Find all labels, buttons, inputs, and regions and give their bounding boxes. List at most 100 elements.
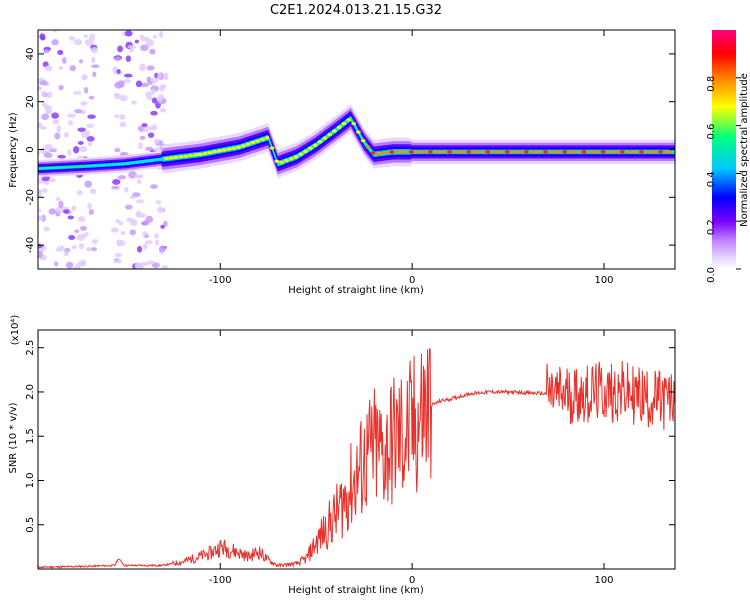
- spectrogram-peak-cell: [101, 163, 107, 167]
- spectrogram-noise-blob: [134, 39, 139, 44]
- colorbar-tick-label: 0.4: [706, 171, 717, 187]
- spectrogram-peak-cell: [418, 150, 424, 154]
- spectrogram-peak-cell: [600, 150, 606, 154]
- colorbar-tick-label: 0.0: [706, 267, 717, 283]
- spectrogram-noise-blob: [71, 205, 77, 211]
- spectrogram-y-tick-label: 20: [25, 95, 36, 108]
- spectrogram-peak-cell: [274, 159, 280, 163]
- spectrogram-peak-cell: [595, 150, 601, 154]
- spectrogram-y-ticks: -40 -20 0 20 40: [25, 48, 675, 253]
- spectrogram-noise-blob: [56, 205, 65, 214]
- spectrogram-peak-cell: [116, 162, 121, 166]
- spectrogram-noise-blob: [135, 210, 142, 218]
- spectrogram-peak-cell: [514, 150, 520, 154]
- spectrogram-noise-blob: [81, 233, 86, 240]
- colorbar-tick-label: 0.6: [706, 124, 717, 140]
- spectrogram-peak-cell: [149, 158, 155, 162]
- spectrogram-noise-blob: [139, 261, 149, 267]
- spectrogram-noise-blob: [68, 35, 75, 41]
- spectrogram-band: [38, 116, 675, 170]
- spectrogram-noise-blob: [84, 231, 89, 237]
- spectrogram-noise-blob: [55, 247, 61, 252]
- spectrogram-peak-cell: [360, 139, 366, 143]
- spectrogram-peak-cell: [212, 150, 217, 154]
- spectrogram-noise-blob: [86, 136, 95, 142]
- spectrogram-noise-blob: [54, 132, 61, 140]
- spectrogram-peak-cell: [428, 150, 433, 154]
- spectrogram-noise-blob: [80, 225, 87, 231]
- spectrogram-noise-blob: [124, 30, 133, 37]
- spectrogram-noise-blob: [163, 72, 169, 81]
- spectrogram-peak-cell: [653, 150, 659, 154]
- spectrogram-noise-blob: [76, 189, 83, 196]
- spectrogram-noise-blob: [92, 71, 97, 78]
- spectrogram-noise-blob: [54, 261, 59, 267]
- spectrogram-y-tick-label: 40: [25, 48, 36, 61]
- spectrogram-noise-blob: [78, 216, 86, 223]
- spectrogram-noise-blob: [38, 85, 43, 91]
- spectrogram-noise-blob: [146, 96, 153, 101]
- spectrogram-peak-cell: [178, 155, 184, 159]
- spectrogram-peak-cell: [399, 150, 404, 154]
- spectrogram-noise-blob: [117, 45, 124, 53]
- spectrogram-noise-blob: [72, 266, 81, 269]
- snr-y-tick-label: 1.0: [25, 473, 36, 489]
- spectrogram-peak-cell: [432, 150, 438, 154]
- snr-x-tick-label: -100: [209, 575, 232, 586]
- spectrogram-peak-cell: [351, 121, 356, 126]
- spectrogram-peak-cell: [480, 150, 486, 154]
- spectrogram-peak-cell: [154, 158, 160, 162]
- spectrogram-noise-blob: [91, 239, 99, 245]
- spectrogram-noise-blob: [48, 178, 56, 183]
- spectrogram-noise-blob: [114, 252, 122, 258]
- spectrogram-x-tick-label: -100: [209, 275, 232, 286]
- spectrogram-peak-cell: [356, 130, 361, 134]
- spectrogram-peak-cell: [380, 151, 385, 155]
- spectrogram-noise-blob: [139, 63, 147, 72]
- spectrogram-peak-cell: [240, 144, 246, 148]
- spectrogram-noise-blob: [116, 69, 121, 75]
- spectrogram-noise-blob: [155, 200, 162, 205]
- spectrogram-noise-blob: [146, 76, 152, 84]
- spectrogram-noise-blob: [41, 113, 50, 120]
- spectrogram-peak-cell: [461, 150, 467, 154]
- spectrogram-peak-cell: [207, 151, 213, 155]
- spectrogram-peak-cell: [327, 133, 332, 137]
- spectrogram-peak-cell: [533, 150, 539, 154]
- spectrogram-peak-cell: [130, 161, 136, 165]
- snr-panel: -100 0 100 0.5 1.0 1.5 2.0 2.5 Height of strai…: [8, 315, 676, 596]
- spectrogram-noise-blob: [149, 48, 156, 55]
- spectrogram-noise-blob: [122, 79, 132, 84]
- spectrogram-peak-cell: [346, 118, 352, 122]
- spectrogram-noise-blob: [159, 31, 164, 39]
- spectrogram-noise-blob: [140, 82, 150, 88]
- spectrogram-noise-blob: [136, 179, 142, 185]
- spectrogram-noise-blob: [119, 121, 127, 128]
- spectrogram-noise-blob: [38, 189, 43, 198]
- spectrogram-noise-blob: [57, 154, 66, 159]
- spectrogram-peak-cell: [456, 150, 462, 154]
- spectrogram-noise-blob: [84, 39, 94, 46]
- spectrogram-noise-blob: [157, 72, 162, 80]
- spectrogram-noise-blob: [163, 220, 168, 227]
- spectrogram-peak-cell: [571, 150, 577, 154]
- spectrogram-noise-blob: [43, 49, 50, 54]
- colorbar-gradient: [712, 30, 736, 269]
- spectrogram-peak-cell: [384, 151, 390, 155]
- spectrogram-noise-blob: [138, 142, 144, 150]
- spectrogram-noise-blob: [67, 215, 75, 220]
- spectrogram-peak-cell: [663, 150, 668, 154]
- spectrogram-noise-blob: [146, 260, 155, 265]
- spectrogram-noise-blob: [44, 105, 53, 111]
- spectrogram-noise-blob: [154, 239, 160, 246]
- spectrogram-noise-blob: [52, 119, 60, 125]
- spectrogram-peak-cell: [576, 150, 582, 154]
- spectrogram-noise-blob: [88, 95, 95, 100]
- spectrogram-peak-cell: [173, 155, 179, 159]
- spectrogram-peak-cell: [471, 150, 476, 154]
- figure-title: C2E1.2024.013.21.15.G32: [270, 3, 442, 18]
- spectrogram-peak-cell: [236, 145, 241, 149]
- snr-x-ticks: -100 0 100: [209, 330, 614, 586]
- spectrogram-peak-cell: [610, 150, 615, 154]
- spectrogram-peak-cell: [92, 164, 97, 168]
